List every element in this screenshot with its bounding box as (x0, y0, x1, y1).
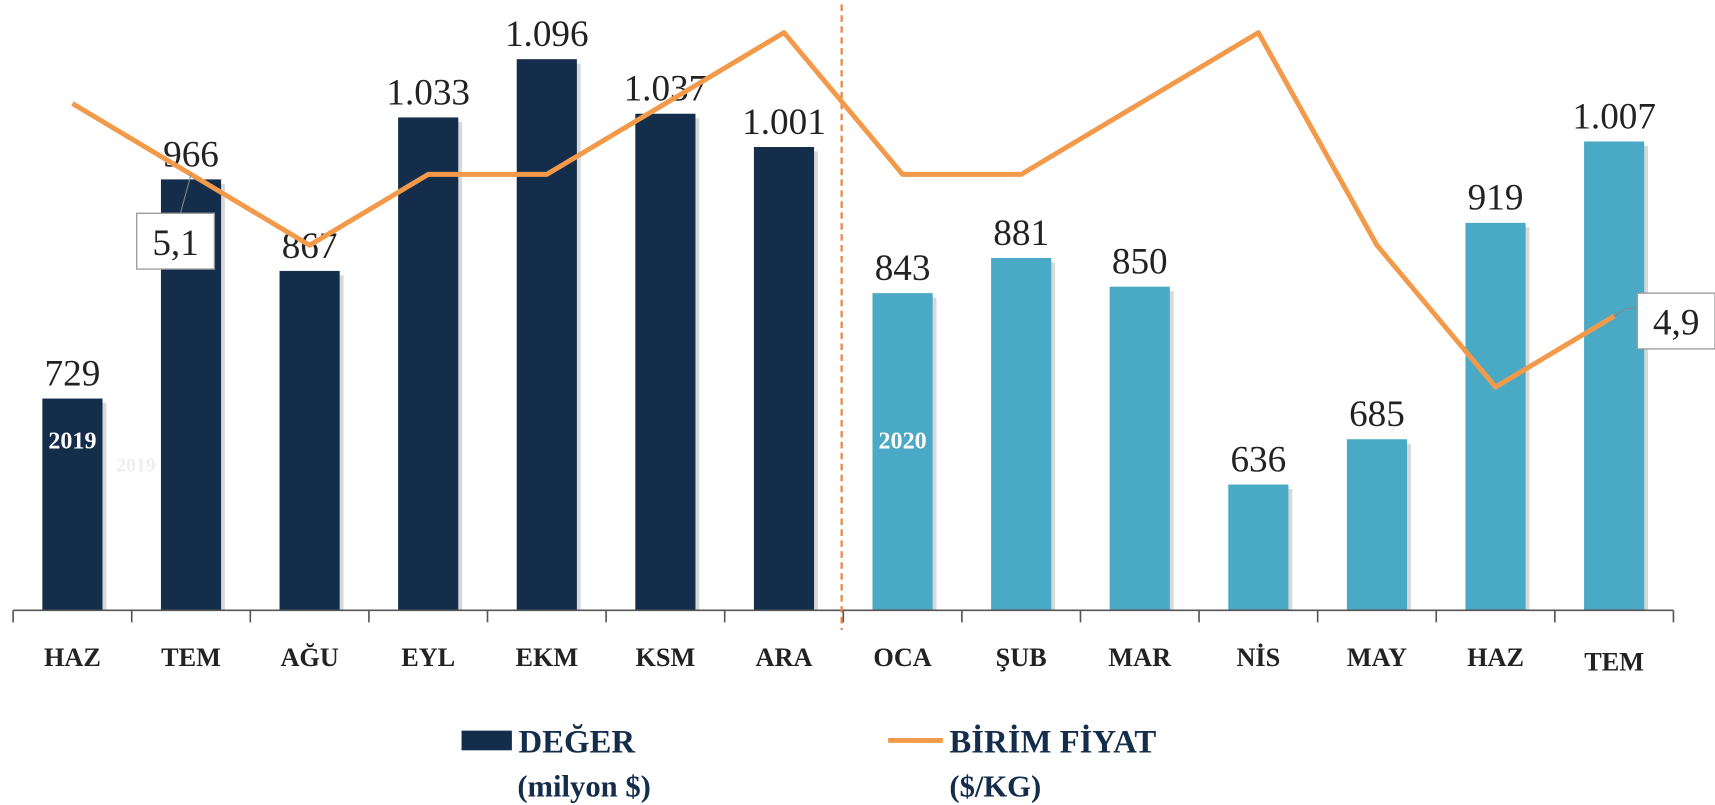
x-tick-label: ŞUB (996, 643, 1047, 672)
x-tick-label: EKM (515, 643, 578, 672)
x-tick-label: AĞU (280, 642, 338, 672)
x-tick-label: OCA (873, 643, 931, 672)
bar (398, 117, 459, 611)
bar-value-label: 685 (1349, 394, 1405, 435)
bar-value-label: 843 (875, 248, 931, 289)
x-tick-label: TEM (1584, 647, 1644, 676)
bar (42, 398, 103, 611)
x-tick-label: EYL (401, 643, 455, 672)
x-tick-label: HAZ (1467, 643, 1524, 672)
x-tick-label: TEM (161, 643, 221, 672)
callout-box (1636, 292, 1715, 350)
bar (635, 113, 696, 611)
legend-label: DEĞER (518, 723, 635, 761)
bar-value-label: 636 (1230, 439, 1286, 480)
x-tick-label: KSM (635, 643, 695, 672)
bar (753, 147, 815, 611)
legend-unit: (milyon $) (517, 769, 650, 803)
callout-box (136, 212, 216, 270)
bar-value-label: 966 (163, 134, 219, 175)
price-line (71, 30, 1616, 390)
bar (1228, 484, 1289, 611)
callout-leader (179, 174, 192, 214)
bar-value-label: 1.096 (505, 14, 589, 55)
bar-value-label: 881 (993, 213, 1049, 254)
line-value-label: 4,9 (1653, 303, 1699, 344)
x-tick-label: MAR (1108, 643, 1172, 672)
bar-value-label: 1.001 (742, 102, 826, 143)
bar (279, 270, 340, 611)
bar-value-label: 919 (1468, 178, 1524, 219)
bar (872, 293, 933, 611)
bar-value-label: 729 (45, 353, 101, 394)
year-label: 2020 (879, 428, 927, 454)
line-value-label: 5,1 (152, 223, 198, 264)
x-tick-label: MAY (1347, 643, 1407, 672)
bar (991, 257, 1052, 611)
x-tick-label: NİS (1236, 642, 1280, 672)
bar-value-label: 850 (1112, 242, 1168, 283)
x-tick-label: ARA (756, 643, 813, 672)
x-tick-label: HAZ (44, 643, 101, 672)
bar (1346, 439, 1408, 611)
year-label: 2019 (48, 428, 96, 454)
legend-label: BİRİM FİYAT (949, 723, 1156, 761)
bar-value-label: 1.033 (386, 72, 470, 113)
callout-leader (1613, 307, 1638, 317)
legend-swatch (461, 730, 512, 751)
bar (1465, 222, 1526, 611)
bar (516, 59, 577, 611)
legend-unit: ($/KG) (949, 769, 1041, 803)
bar (1584, 141, 1645, 611)
year-label: 2019 (116, 454, 156, 476)
bar (1109, 286, 1170, 611)
bar-value-label: 1.007 (1572, 96, 1656, 137)
